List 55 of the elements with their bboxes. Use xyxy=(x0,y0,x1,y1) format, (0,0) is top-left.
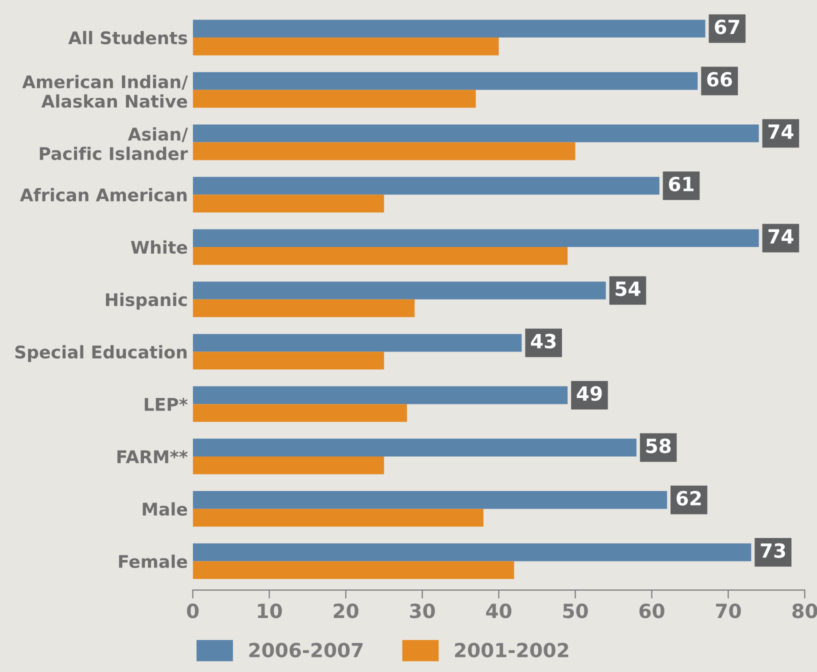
legend-label: 2006-2007 xyxy=(249,642,363,658)
bar xyxy=(192,404,407,422)
y-tick-label: American Indian/ Alaskan Native xyxy=(22,74,188,108)
x-tick-label: 60 xyxy=(639,604,664,618)
bar xyxy=(192,90,476,108)
y-tick-label: FARM** xyxy=(117,450,188,464)
y-tick-label: Hispanic xyxy=(106,292,187,310)
data-label: 61 xyxy=(668,176,694,192)
x-tick-label: 70 xyxy=(716,604,741,618)
bar xyxy=(192,334,522,352)
x-tick-label: 50 xyxy=(563,604,588,618)
bar xyxy=(192,176,660,195)
y-tick-label: Male xyxy=(142,502,188,516)
bar xyxy=(192,491,668,509)
y-tick-label: LEP* xyxy=(144,398,188,411)
data-label: 67 xyxy=(714,20,740,34)
bar xyxy=(192,72,698,90)
bar xyxy=(192,247,568,265)
x-tick-label: 20 xyxy=(334,604,358,618)
bar xyxy=(192,229,759,248)
bar xyxy=(192,561,514,580)
y-tick-label: Asian/ Pacific Islander xyxy=(40,127,188,160)
bar xyxy=(192,299,415,318)
y-tick-label: White xyxy=(130,240,188,254)
x-tick-label: 10 xyxy=(258,604,282,618)
bar xyxy=(192,124,759,142)
data-label: 54 xyxy=(616,282,640,296)
bar xyxy=(192,20,706,38)
data-label: 66 xyxy=(707,72,732,87)
bar xyxy=(192,194,384,212)
y-tick-label: African American xyxy=(20,188,187,202)
x-tick-label: 40 xyxy=(486,604,512,618)
bar xyxy=(192,282,606,300)
data-label: 62 xyxy=(676,490,701,506)
bar xyxy=(192,456,384,474)
legend-label: 2001-2002 xyxy=(455,642,568,658)
bar xyxy=(192,386,568,404)
bar xyxy=(192,142,576,160)
data-label: 49 xyxy=(576,386,602,401)
x-tick-label: 80 xyxy=(792,604,817,618)
bar xyxy=(192,438,636,456)
y-tick-label: Female xyxy=(119,554,188,568)
x-tick-label: 0 xyxy=(186,604,199,618)
bar xyxy=(192,543,752,562)
data-label: 74 xyxy=(768,229,794,244)
x-tick-label: 30 xyxy=(410,604,435,618)
data-label: 58 xyxy=(646,438,671,454)
bar xyxy=(192,352,384,370)
data-label: 43 xyxy=(530,334,556,348)
y-tick-label: All Students xyxy=(68,30,188,44)
data-label: 74 xyxy=(768,124,794,139)
bar xyxy=(192,508,484,527)
bar xyxy=(192,38,499,56)
y-tick-label: Special Education xyxy=(15,345,187,362)
data-label: 73 xyxy=(760,543,786,558)
